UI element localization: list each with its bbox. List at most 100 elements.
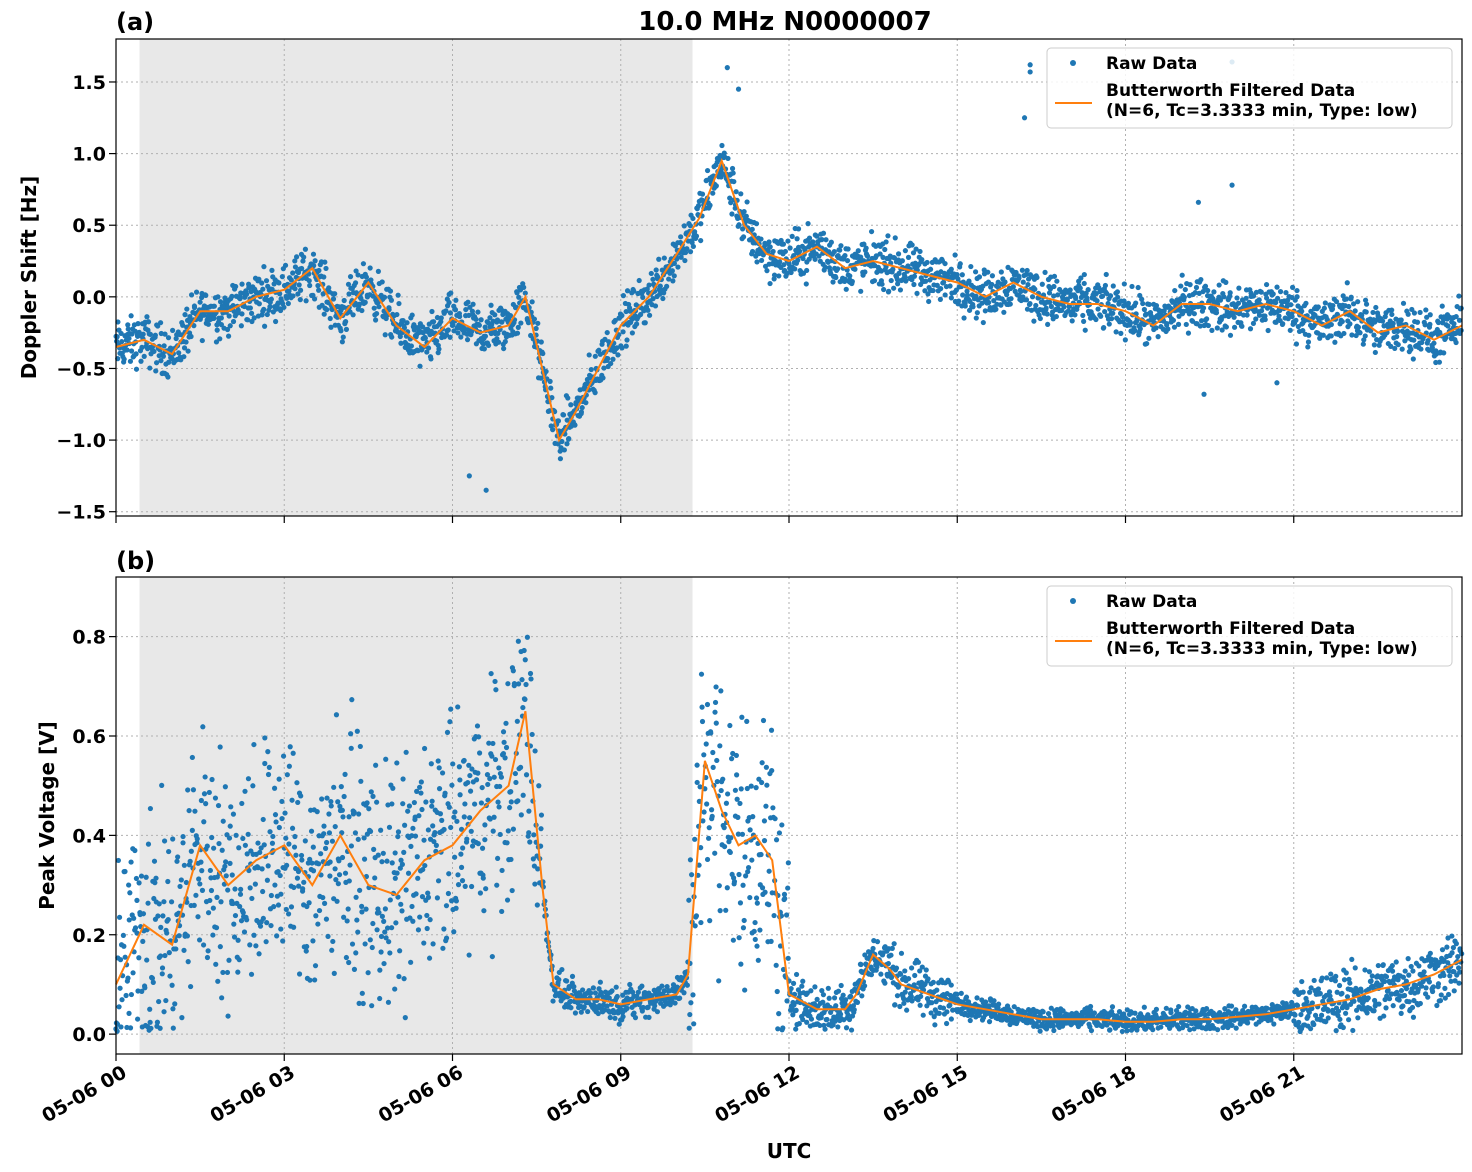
raw-data-point xyxy=(903,278,909,284)
raw-data-point xyxy=(203,292,209,298)
raw-data-point xyxy=(699,704,705,710)
raw-data-point xyxy=(332,823,338,830)
raw-data-point xyxy=(476,322,482,328)
raw-data-point xyxy=(448,706,454,712)
raw-data-point xyxy=(522,696,528,703)
raw-data-point xyxy=(511,680,518,687)
raw-data-point xyxy=(740,882,746,888)
raw-data-point xyxy=(316,907,323,914)
raw-data-point xyxy=(402,1015,408,1021)
raw-data-point xyxy=(127,358,134,364)
raw-data-point xyxy=(844,258,851,264)
raw-data-point xyxy=(535,320,541,326)
raw-data-point xyxy=(252,881,258,887)
raw-data-point xyxy=(1296,1019,1302,1025)
raw-data-point xyxy=(620,1014,626,1020)
raw-data-point xyxy=(716,978,722,984)
raw-data-point xyxy=(437,811,444,817)
raw-data-point xyxy=(1087,1003,1094,1010)
raw-data-point xyxy=(822,264,828,270)
panel-label: (a) xyxy=(116,8,154,36)
raw-data-point xyxy=(998,302,1004,308)
raw-data-point xyxy=(1127,320,1134,326)
raw-data-point xyxy=(475,770,481,776)
raw-data-point xyxy=(736,222,742,228)
raw-data-point xyxy=(257,923,264,929)
raw-data-point xyxy=(465,779,471,786)
raw-data-point xyxy=(529,731,535,738)
raw-data-point xyxy=(727,849,733,856)
raw-data-point xyxy=(454,818,460,824)
raw-data-point xyxy=(126,1010,132,1016)
raw-data-point xyxy=(216,840,222,847)
raw-data-point xyxy=(424,912,430,919)
raw-data-point xyxy=(194,836,200,842)
raw-data-point xyxy=(1085,287,1091,293)
raw-data-point xyxy=(116,914,123,920)
raw-data-point xyxy=(740,234,747,240)
raw-data-point xyxy=(1081,318,1087,325)
raw-data-point xyxy=(1303,300,1309,306)
raw-data-point xyxy=(160,353,167,359)
raw-data-point xyxy=(355,836,361,842)
raw-data-point xyxy=(707,202,713,208)
raw-data-point xyxy=(559,966,565,973)
raw-data-point xyxy=(1275,295,1281,301)
raw-data-point xyxy=(147,1019,153,1025)
raw-data-point xyxy=(971,284,977,290)
raw-data-point xyxy=(448,290,454,296)
raw-data-point xyxy=(399,908,405,914)
raw-data-point xyxy=(493,687,499,693)
raw-data-point xyxy=(568,402,574,408)
raw-data-point xyxy=(135,988,141,994)
raw-data-point xyxy=(895,251,902,257)
raw-data-point xyxy=(1347,321,1353,327)
raw-data-point xyxy=(1300,989,1306,995)
raw-data-point xyxy=(123,992,129,999)
raw-data-point xyxy=(492,678,498,685)
raw-data-point xyxy=(303,948,309,954)
raw-data-point xyxy=(749,248,756,255)
raw-data-point xyxy=(230,811,237,817)
raw-data-point xyxy=(259,280,265,286)
raw-data-point xyxy=(741,208,747,215)
raw-data-point xyxy=(634,321,640,327)
raw-data-point xyxy=(1400,300,1407,306)
raw-data-point xyxy=(1362,297,1369,303)
raw-data-point xyxy=(919,256,925,263)
raw-data-point xyxy=(1054,278,1060,284)
raw-data-point xyxy=(323,265,329,272)
raw-data-point xyxy=(721,843,728,850)
y-axis-label: Doppler Shift [Hz] xyxy=(17,176,41,380)
raw-data-point xyxy=(776,1011,782,1017)
raw-data-point xyxy=(450,322,456,328)
raw-data-point xyxy=(1205,287,1211,294)
raw-data-point xyxy=(738,786,744,792)
raw-data-point xyxy=(170,836,176,842)
raw-data-point xyxy=(200,724,206,730)
raw-data-point xyxy=(353,950,359,956)
raw-data-point xyxy=(307,977,313,983)
raw-data-point xyxy=(1033,302,1039,309)
raw-data-point xyxy=(193,289,200,295)
raw-data-point xyxy=(1183,321,1189,328)
raw-data-point xyxy=(165,374,171,380)
raw-data-point xyxy=(512,770,518,777)
raw-data-point xyxy=(462,883,468,889)
raw-data-point xyxy=(405,870,412,876)
raw-data-point xyxy=(863,245,869,251)
legend-box xyxy=(1046,47,1453,129)
raw-data-point xyxy=(1122,337,1128,343)
raw-data-point xyxy=(125,975,131,981)
raw-data-point xyxy=(1182,286,1188,293)
raw-data-point xyxy=(1024,267,1030,274)
raw-data-point xyxy=(1402,338,1408,344)
raw-data-point xyxy=(118,330,124,337)
raw-data-point xyxy=(664,283,670,289)
raw-data-point xyxy=(128,859,134,865)
raw-data-point xyxy=(379,279,385,285)
raw-data-point xyxy=(476,734,482,740)
raw-data-outlier xyxy=(1201,391,1207,397)
raw-data-point xyxy=(134,1016,141,1022)
raw-data-point xyxy=(214,894,220,900)
